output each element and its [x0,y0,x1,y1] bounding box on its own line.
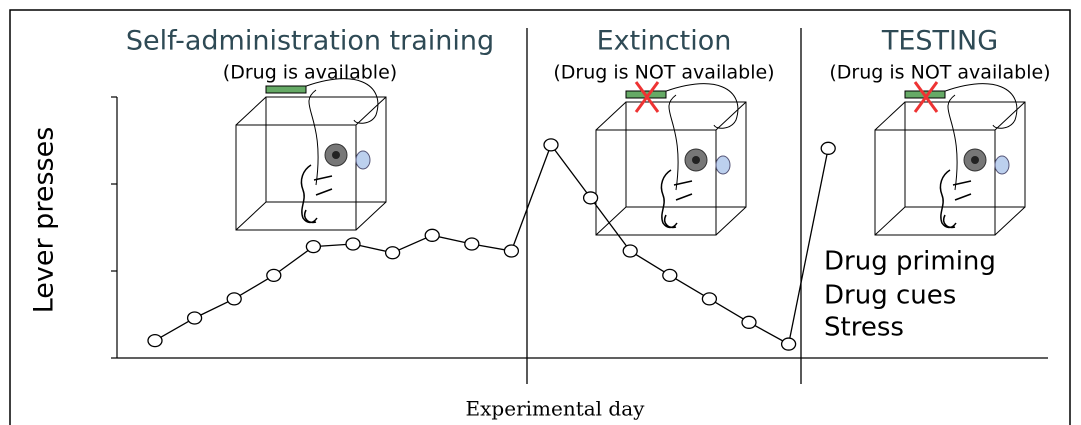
speaker-cone [332,151,340,159]
data-point [544,139,558,151]
rat [661,170,692,228]
cage [596,130,716,235]
data-point [148,335,162,347]
data-point [188,312,202,324]
bulb [716,156,730,174]
data-point [742,316,756,328]
y-axis-label: Lever presses [29,127,60,314]
cage-edge [236,202,266,230]
annotation: Drug cues [824,281,956,311]
cage-edge [995,207,1025,235]
bulb [995,156,1009,174]
data-line [155,145,828,344]
data-point [386,247,400,259]
data-point [425,229,439,241]
phase-title: TESTING [881,26,998,57]
cage-edge [596,102,626,130]
cage-edge [875,102,905,130]
data-point [663,269,677,281]
rat [301,165,332,223]
data-point [623,245,637,257]
cage [236,125,356,230]
cage-edge [236,97,266,125]
speaker-cone [971,156,979,164]
phase-subtitle: (Drug is available) [223,62,397,84]
syringe [266,86,306,93]
cage-edge [356,202,386,230]
data-point [346,238,360,250]
data-point [306,241,320,253]
data-point [584,192,598,204]
annotation: Stress [824,313,904,343]
cage [875,130,995,235]
rat [940,170,971,228]
tube [296,79,378,185]
annotation: Drug priming [824,247,996,277]
phase-subtitle: (Drug is NOT available) [553,62,774,84]
data-point [465,238,479,250]
data-point [504,245,518,257]
data-point [702,293,716,305]
bulb [356,151,370,169]
data-point [267,269,281,281]
cage-edge [716,207,746,235]
data-point [227,293,241,305]
tube [935,84,1017,190]
data-point [821,142,835,154]
speaker-cone [692,156,700,164]
phase-title: Extinction [597,26,732,57]
tube [656,84,738,190]
phase-subtitle: (Drug is NOT available) [829,62,1050,84]
cage-edge [875,207,905,235]
phase-title: Self-administration training [126,26,494,57]
figure: Self-administration training (Drug is av… [0,0,1081,425]
x-axis-label: Experimental day [466,397,646,421]
data-point [782,338,796,350]
